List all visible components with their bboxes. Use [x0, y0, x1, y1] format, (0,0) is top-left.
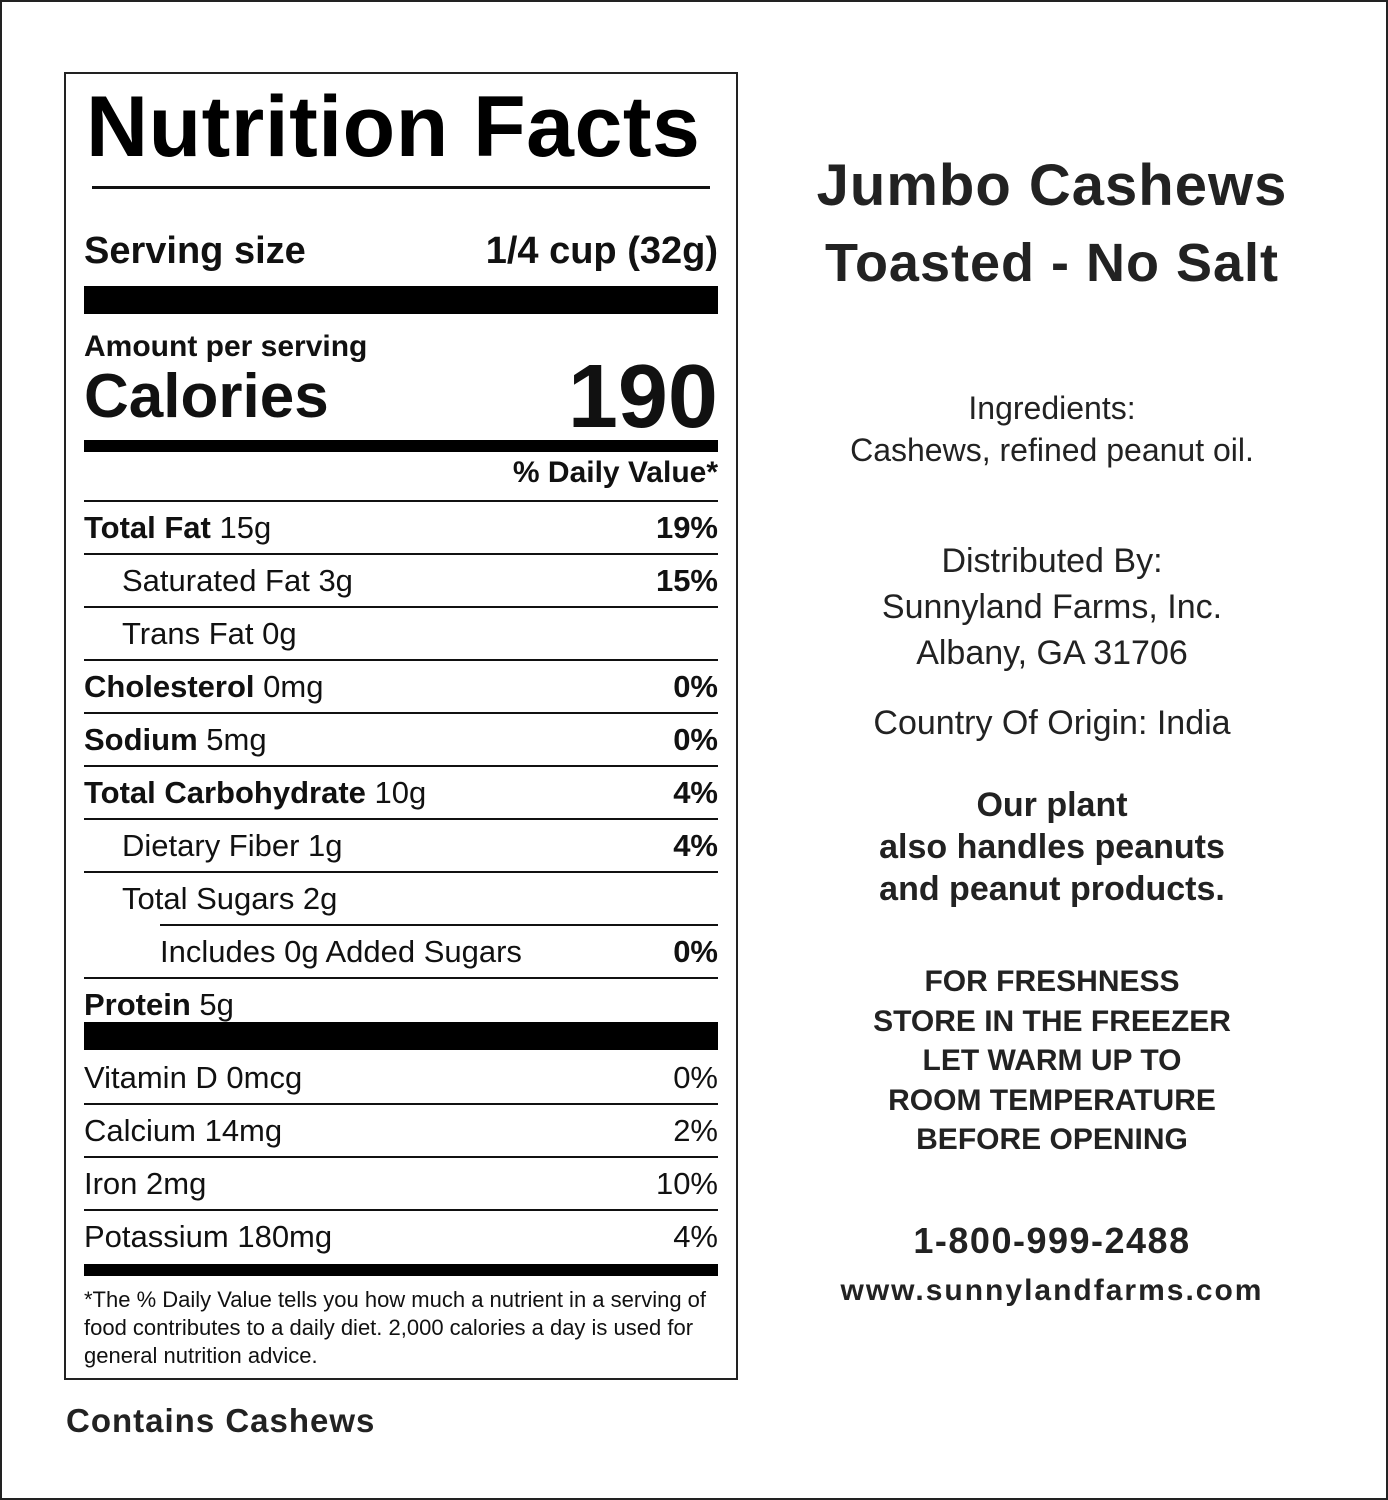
- storage-line: STORE IN THE FREEZER: [873, 1004, 1231, 1038]
- medium-divider-footnote: [84, 1264, 718, 1276]
- nutrient-dv: 19%: [655, 509, 718, 545]
- company-address: Albany, GA 31706: [916, 634, 1188, 672]
- storage-line: FOR FRESHNESS: [924, 965, 1180, 998]
- allergen-line: Our plant: [976, 786, 1128, 824]
- nutrient-dv: 15%: [655, 562, 718, 598]
- nutrient-row-protein: Protein 5g: [84, 977, 718, 1030]
- serving-size-row: Serving size 1/4 cup (32g): [84, 230, 718, 273]
- thick-divider-vitamins: [84, 1022, 718, 1050]
- vitamin-name: Vitamin D 0mcg: [84, 1059, 303, 1095]
- serving-size-value: 1/4 cup (32g): [485, 230, 718, 272]
- nutrient-dv: 4%: [673, 774, 718, 810]
- vitamin-name: Calcium 14mg: [84, 1112, 283, 1148]
- thick-divider-serving: [84, 286, 718, 314]
- nutrient-amount: 5mg: [206, 721, 267, 757]
- nutrient-row-total-carbohydrate: Total Carbohydrate 10g 4%: [84, 765, 718, 818]
- nutrient-name: Sodium: [84, 721, 198, 757]
- nutrient-row-total-sugars: Total Sugars 2g: [84, 871, 718, 924]
- daily-value-footnote: *The % Daily Value tells you how much a …: [84, 1287, 707, 1368]
- vitamin-dv: 2%: [673, 1112, 718, 1148]
- nutrient-row-total-fat: Total Fat 15g 19%: [84, 500, 718, 553]
- nutrient-name: Total Fat: [84, 509, 211, 545]
- nutrient-name: Cholesterol: [84, 668, 255, 704]
- vitamin-row-vitamin-d: Vitamin D 0mcg 0%: [84, 1052, 718, 1103]
- nutrient-row-dietary-fiber: Dietary Fiber 1g 4%: [84, 818, 718, 871]
- vitamin-name: Iron 2mg: [84, 1165, 207, 1201]
- allergen-contains: Contains Cashews: [66, 1402, 376, 1439]
- nutrient-amount: 10g: [374, 774, 427, 810]
- medium-divider-calories: [84, 440, 718, 452]
- vitamin-row-potassium: Potassium 180mg 4%: [84, 1209, 718, 1262]
- product-subtitle: Toasted - No Salt: [824, 233, 1280, 293]
- vitamin-name: Potassium 180mg: [84, 1218, 333, 1254]
- serving-size-label: Serving size: [84, 230, 306, 272]
- storage-line: ROOM TEMPERATURE: [888, 1083, 1216, 1117]
- nutrient-row-saturated-fat: Saturated Fat 3g 15%: [84, 553, 718, 606]
- nutrient-name: Total Sugars 2g: [122, 880, 338, 916]
- distributed-by-label: Distributed By:: [941, 542, 1163, 580]
- nutrient-dv: 0%: [673, 721, 718, 757]
- daily-value-header: % Daily Value*: [512, 456, 718, 489]
- amount-per-serving: Amount per serving: [84, 330, 368, 363]
- nutrient-name: Protein: [84, 986, 191, 1022]
- nutrient-name: Saturated Fat 3g: [122, 562, 353, 598]
- nutrient-row-added-sugars: Includes 0g Added Sugars 0%: [160, 924, 718, 977]
- ingredients-label: Ingredients:: [968, 390, 1136, 426]
- distributor-block: Distributed By: Sunnyland Farms, Inc. Al…: [800, 538, 1304, 676]
- nutrient-list: Total Fat 15g 19% Saturated Fat 3g 15% T…: [84, 500, 718, 1030]
- nutrient-name: Total Carbohydrate: [84, 774, 366, 810]
- nutrition-facts-title: Nutrition Facts: [86, 79, 701, 175]
- nutrient-amount: 5g: [199, 986, 234, 1022]
- ingredients-text: Cashews, refined peanut oil.: [850, 432, 1254, 468]
- website-url: www.sunnylandfarms.com: [840, 1274, 1264, 1307]
- vitamin-row-calcium: Calcium 14mg 2%: [84, 1103, 718, 1156]
- storage-instructions: FOR FRESHNESS STORE IN THE FREEZER LET W…: [800, 962, 1304, 1160]
- vitamin-list: Vitamin D 0mcg 0% Calcium 14mg 2% Iron 2…: [84, 1052, 718, 1262]
- nutrient-amount: 0mg: [263, 668, 324, 704]
- nutrition-facts-panel: Nutrition Facts Serving size 1/4 cup (32…: [64, 72, 738, 1380]
- allergen-line: and peanut products.: [879, 870, 1225, 908]
- vitamin-row-iron: Iron 2mg 10%: [84, 1156, 718, 1209]
- phone-number: 1-800-999-2488: [913, 1220, 1191, 1261]
- nutrient-name: Includes 0g Added Sugars: [160, 933, 522, 969]
- company-name: Sunnyland Farms, Inc.: [881, 588, 1223, 626]
- allergen-line: also handles peanuts: [879, 828, 1225, 866]
- storage-line: LET WARM UP TO: [922, 1044, 1182, 1077]
- nutrient-name: Dietary Fiber 1g: [122, 827, 343, 863]
- nutrient-name: Trans Fat 0g: [122, 615, 297, 651]
- nutrient-row-sodium: Sodium 5mg 0%: [84, 712, 718, 765]
- calories-label: Calories: [84, 362, 329, 431]
- vitamin-dv: 0%: [673, 1059, 718, 1095]
- vitamin-dv: 10%: [655, 1165, 718, 1201]
- calories-value: 190: [567, 347, 718, 447]
- nutrient-dv: 4%: [673, 827, 718, 863]
- storage-line: BEFORE OPENING: [916, 1123, 1188, 1156]
- nutrient-row-cholesterol: Cholesterol 0mg 0%: [84, 659, 718, 712]
- nutrient-row-trans-fat: Trans Fat 0g: [84, 606, 718, 659]
- nutrient-dv: 0%: [673, 933, 718, 969]
- nutrient-amount: 15g: [219, 509, 272, 545]
- product-name: Jumbo Cashews: [816, 153, 1288, 218]
- country-of-origin: Country Of Origin: India: [873, 704, 1231, 742]
- allergen-warning: Our plant also handles peanuts and peanu…: [800, 784, 1304, 910]
- vitamin-dv: 4%: [673, 1218, 718, 1254]
- nutrient-dv: 0%: [673, 668, 718, 704]
- title-rule: [92, 186, 710, 189]
